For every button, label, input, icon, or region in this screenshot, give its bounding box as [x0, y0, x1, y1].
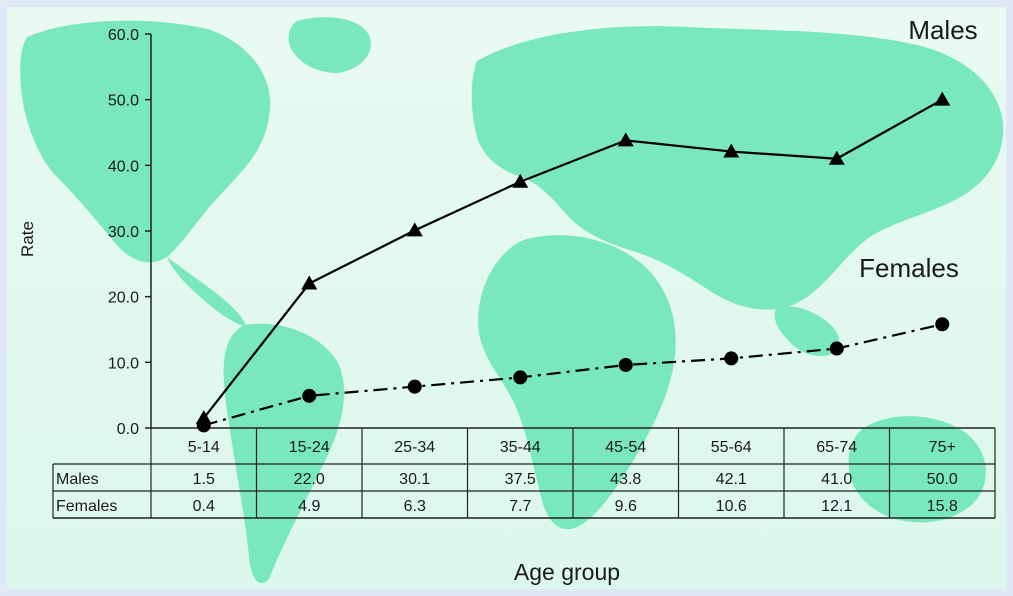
- table-row-header: Females: [56, 498, 117, 515]
- y-tick-label: 30.0: [108, 224, 139, 241]
- x-axis-title: Age group: [514, 559, 620, 585]
- data-point-females: [829, 341, 844, 356]
- data-point-females: [196, 418, 211, 433]
- data-point-females: [935, 317, 950, 332]
- table-cell: 43.8: [610, 471, 641, 488]
- table-cell: 6.3: [404, 498, 426, 515]
- data-point-males: [301, 275, 318, 290]
- table-cell: 10.6: [716, 498, 747, 515]
- data-point-females: [724, 351, 739, 366]
- table-cell: 37.5: [505, 471, 536, 488]
- map-southeast-asia: [774, 306, 840, 357]
- map-central-america: [167, 257, 247, 327]
- data-point-females: [513, 370, 528, 385]
- map-europe-asia: [471, 26, 1004, 310]
- chart-frame: 0.0 10.0 20.0 30.0 40.0 50.0 60.0 5-14 15-24 25-3…: [7, 7, 1006, 589]
- y-tick-label: 60.0: [108, 27, 139, 44]
- data-point-males: [406, 222, 423, 237]
- table-cell: 41.0: [821, 471, 852, 488]
- data-point-males: [723, 143, 740, 158]
- x-tick-label: 15-24: [289, 439, 330, 456]
- map-north-america: [20, 20, 271, 263]
- table-cell: 0.4: [193, 498, 215, 515]
- line-chart: 0.0 10.0 20.0 30.0 40.0 50.0 60.0 5-14 15-24 25-3…: [18, 15, 1004, 585]
- x-tick-label: 55-64: [711, 439, 752, 456]
- x-tick-label: 25-34: [394, 439, 435, 456]
- series-line-females: [203, 323, 943, 427]
- series-label-females: Females: [859, 253, 959, 283]
- map-africa: [478, 235, 676, 530]
- table-cell: 15.8: [927, 498, 958, 515]
- table-cell: 9.6: [615, 498, 637, 515]
- y-tick-label: 0.0: [117, 421, 139, 438]
- table-cell: 4.9: [298, 498, 320, 515]
- data-point-females: [618, 357, 633, 372]
- series-label-males: Males: [908, 15, 977, 45]
- chart-labels: Males Females Rate Age group: [18, 15, 978, 585]
- y-tick-label: 10.0: [108, 355, 139, 372]
- table-cell: 30.1: [399, 471, 430, 488]
- map-australia: [848, 416, 986, 523]
- y-tick-label: 20.0: [108, 290, 139, 307]
- table-cell: 22.0: [294, 471, 325, 488]
- data-point-males: [617, 132, 634, 147]
- data-point-females: [302, 388, 317, 403]
- x-tick-label: 5-14: [188, 439, 220, 456]
- series-line-males: [202, 98, 943, 419]
- table-cell: 1.5: [193, 471, 215, 488]
- y-axis-title: Rate: [18, 221, 37, 257]
- table-cell: 42.1: [716, 471, 747, 488]
- table-cell: 12.1: [821, 498, 852, 515]
- table-cell: 7.7: [509, 498, 531, 515]
- y-tick-label: 40.0: [108, 158, 139, 175]
- map-greenland: [288, 17, 371, 73]
- x-tick-label: 75+: [929, 439, 956, 456]
- x-tick-label: 65-74: [816, 439, 857, 456]
- x-tick-label: 35-44: [500, 439, 541, 456]
- data-point-females: [407, 379, 422, 394]
- y-tick-label: 50.0: [108, 93, 139, 110]
- table-row-header: Males: [56, 471, 99, 488]
- data-point-males: [934, 91, 951, 106]
- data-point-males: [512, 173, 529, 188]
- data-point-males: [828, 150, 845, 165]
- x-tick-label: 45-54: [605, 439, 646, 456]
- plot-area: 0.0 10.0 20.0 30.0 40.0 50.0 60.0 5-14 15-24 25-3…: [52, 27, 996, 519]
- table-cell: 50.0: [927, 471, 958, 488]
